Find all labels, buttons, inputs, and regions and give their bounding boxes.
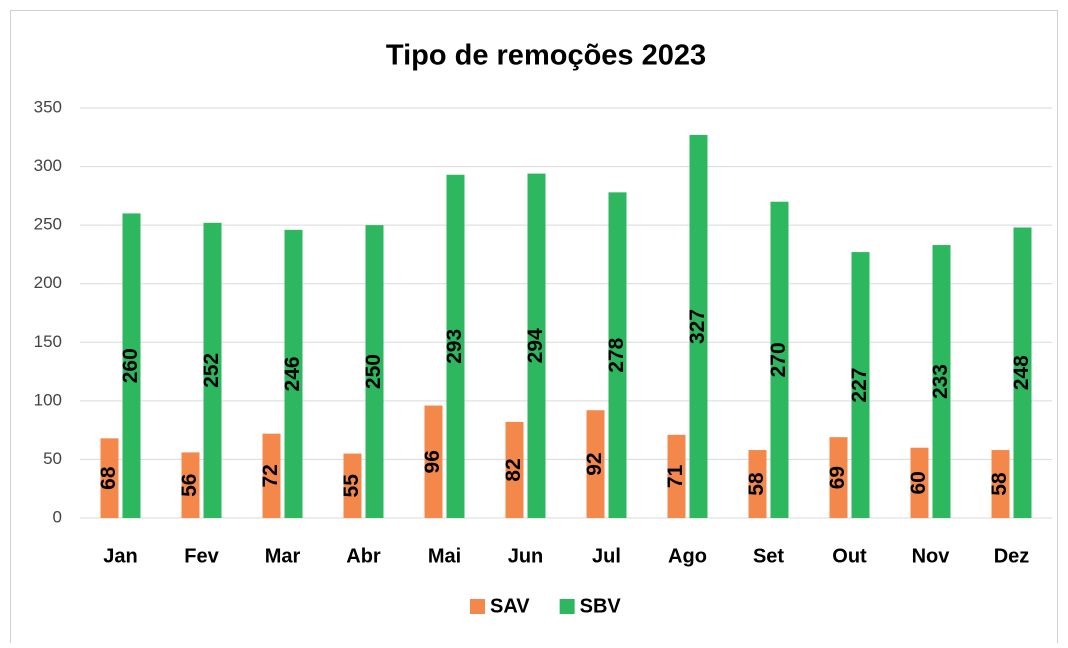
x-tick-label: Out: [832, 545, 867, 567]
y-tick-label: 0: [53, 507, 62, 526]
data-label: 58: [988, 472, 1011, 496]
x-tick-label: Abr: [346, 545, 381, 567]
bar: [910, 447, 929, 518]
legend-swatch: [470, 599, 485, 614]
data-label: 294: [524, 328, 547, 363]
data-label: 92: [583, 452, 606, 475]
bar: [122, 213, 141, 518]
bar: [748, 450, 767, 518]
data-label: 82: [502, 458, 525, 481]
data-label: 270: [767, 342, 790, 377]
bar: [424, 405, 443, 518]
data-label: 56: [178, 474, 201, 497]
bar: [689, 134, 708, 518]
legend-label: SBV: [580, 595, 622, 617]
data-label: 233: [929, 364, 952, 399]
bar: [527, 173, 546, 518]
data-label: 246: [281, 356, 304, 391]
data-label: 278: [605, 337, 628, 372]
data-label: 327: [686, 309, 709, 344]
bar: [365, 225, 384, 518]
bar: [608, 192, 627, 519]
x-tick-label: Jul: [592, 545, 621, 567]
y-tick-label: 200: [34, 273, 62, 292]
bar: [1013, 227, 1032, 518]
bar: [991, 450, 1010, 518]
bar: [100, 438, 119, 518]
bar: [829, 437, 848, 518]
legend-swatch: [559, 599, 575, 614]
bar: [851, 252, 870, 519]
x-tick-label: Mar: [265, 545, 301, 567]
data-label: 293: [443, 329, 466, 364]
x-tick-label: Nov: [912, 545, 951, 567]
y-tick-label: 100: [34, 390, 62, 409]
bar: [505, 421, 524, 518]
x-tick-label: Fev: [184, 545, 219, 567]
x-tick-label: Mai: [428, 545, 461, 567]
y-tick-label: 150: [34, 332, 62, 351]
bar: [667, 434, 686, 518]
bar: [343, 453, 362, 518]
x-tick-label: Dez: [994, 545, 1030, 567]
x-tick-label: Jun: [508, 545, 544, 567]
data-label: 260: [119, 348, 142, 383]
bar: [770, 201, 789, 518]
bar: [181, 452, 200, 518]
x-tick-label: Ago: [668, 545, 707, 567]
data-label: 252: [200, 353, 223, 388]
bar: [262, 433, 281, 518]
data-label: 55: [340, 474, 363, 498]
data-label: 227: [848, 368, 871, 403]
y-tick-label: 50: [43, 449, 62, 468]
bar: [446, 174, 465, 518]
data-label: 96: [421, 450, 444, 473]
data-label: 69: [826, 466, 849, 489]
bar: [203, 222, 222, 519]
data-label: 68: [97, 466, 120, 490]
data-label: 58: [745, 472, 768, 496]
y-tick-label: 250: [34, 215, 62, 234]
y-tick-label: 300: [34, 156, 62, 175]
data-label: 71: [664, 464, 687, 488]
data-label: 250: [362, 354, 385, 389]
y-tick-label: 350: [34, 97, 62, 116]
bar: [932, 245, 951, 519]
x-tick-label: Jan: [103, 545, 137, 567]
data-label: 248: [1010, 355, 1033, 390]
chart-title: Tipo de remoções 2023: [386, 40, 706, 72]
bar: [586, 410, 605, 518]
bar: [284, 229, 303, 519]
data-label: 72: [259, 464, 282, 487]
legend-label: SAV: [490, 595, 530, 617]
data-label: 60: [907, 471, 930, 494]
x-tick-label: Set: [753, 545, 784, 567]
